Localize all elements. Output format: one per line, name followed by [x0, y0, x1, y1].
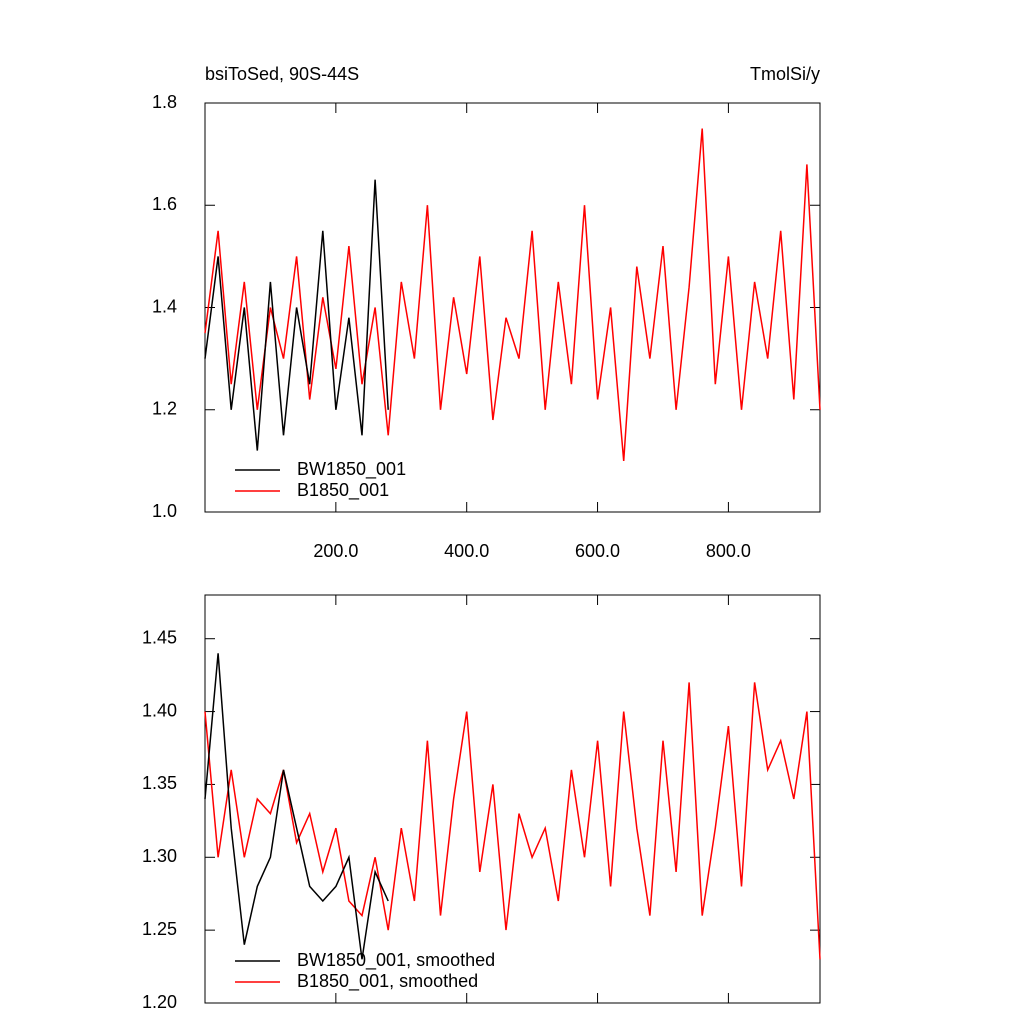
legend-label: B1850_001: [297, 480, 389, 501]
data-line: [204, 179, 389, 451]
data-line: [204, 682, 821, 960]
y-tick-label: 1.35: [142, 773, 177, 793]
data-line: [204, 653, 389, 960]
y-tick-label: 1.2: [152, 399, 177, 419]
y-tick-label: 1.0: [152, 501, 177, 521]
y-tick-label: 1.20: [142, 992, 177, 1012]
y-tick-label: 1.40: [142, 700, 177, 720]
legend-label: BW1850_001: [297, 459, 406, 480]
units-label: TmolSi/y: [750, 64, 820, 84]
legend-label: B1850_001, smoothed: [297, 971, 478, 992]
chart-title: bsiToSed, 90S-44S: [205, 64, 359, 84]
x-tick-label: 200.0: [313, 541, 358, 561]
plot-frame: [204, 594, 821, 1004]
y-tick-label: 1.8: [152, 92, 177, 112]
x-tick-label: 400.0: [444, 541, 489, 561]
y-tick-label: 1.6: [152, 194, 177, 214]
y-tick-label: 1.25: [142, 919, 177, 939]
data-line: [204, 128, 821, 461]
y-tick-label: 1.4: [152, 296, 177, 316]
x-tick-label: 800.0: [706, 541, 751, 561]
y-tick-label: 1.45: [142, 627, 177, 647]
y-tick-label: 1.30: [142, 846, 177, 866]
legend-label: BW1850_001, smoothed: [297, 950, 495, 971]
x-tick-label: 600.0: [575, 541, 620, 561]
